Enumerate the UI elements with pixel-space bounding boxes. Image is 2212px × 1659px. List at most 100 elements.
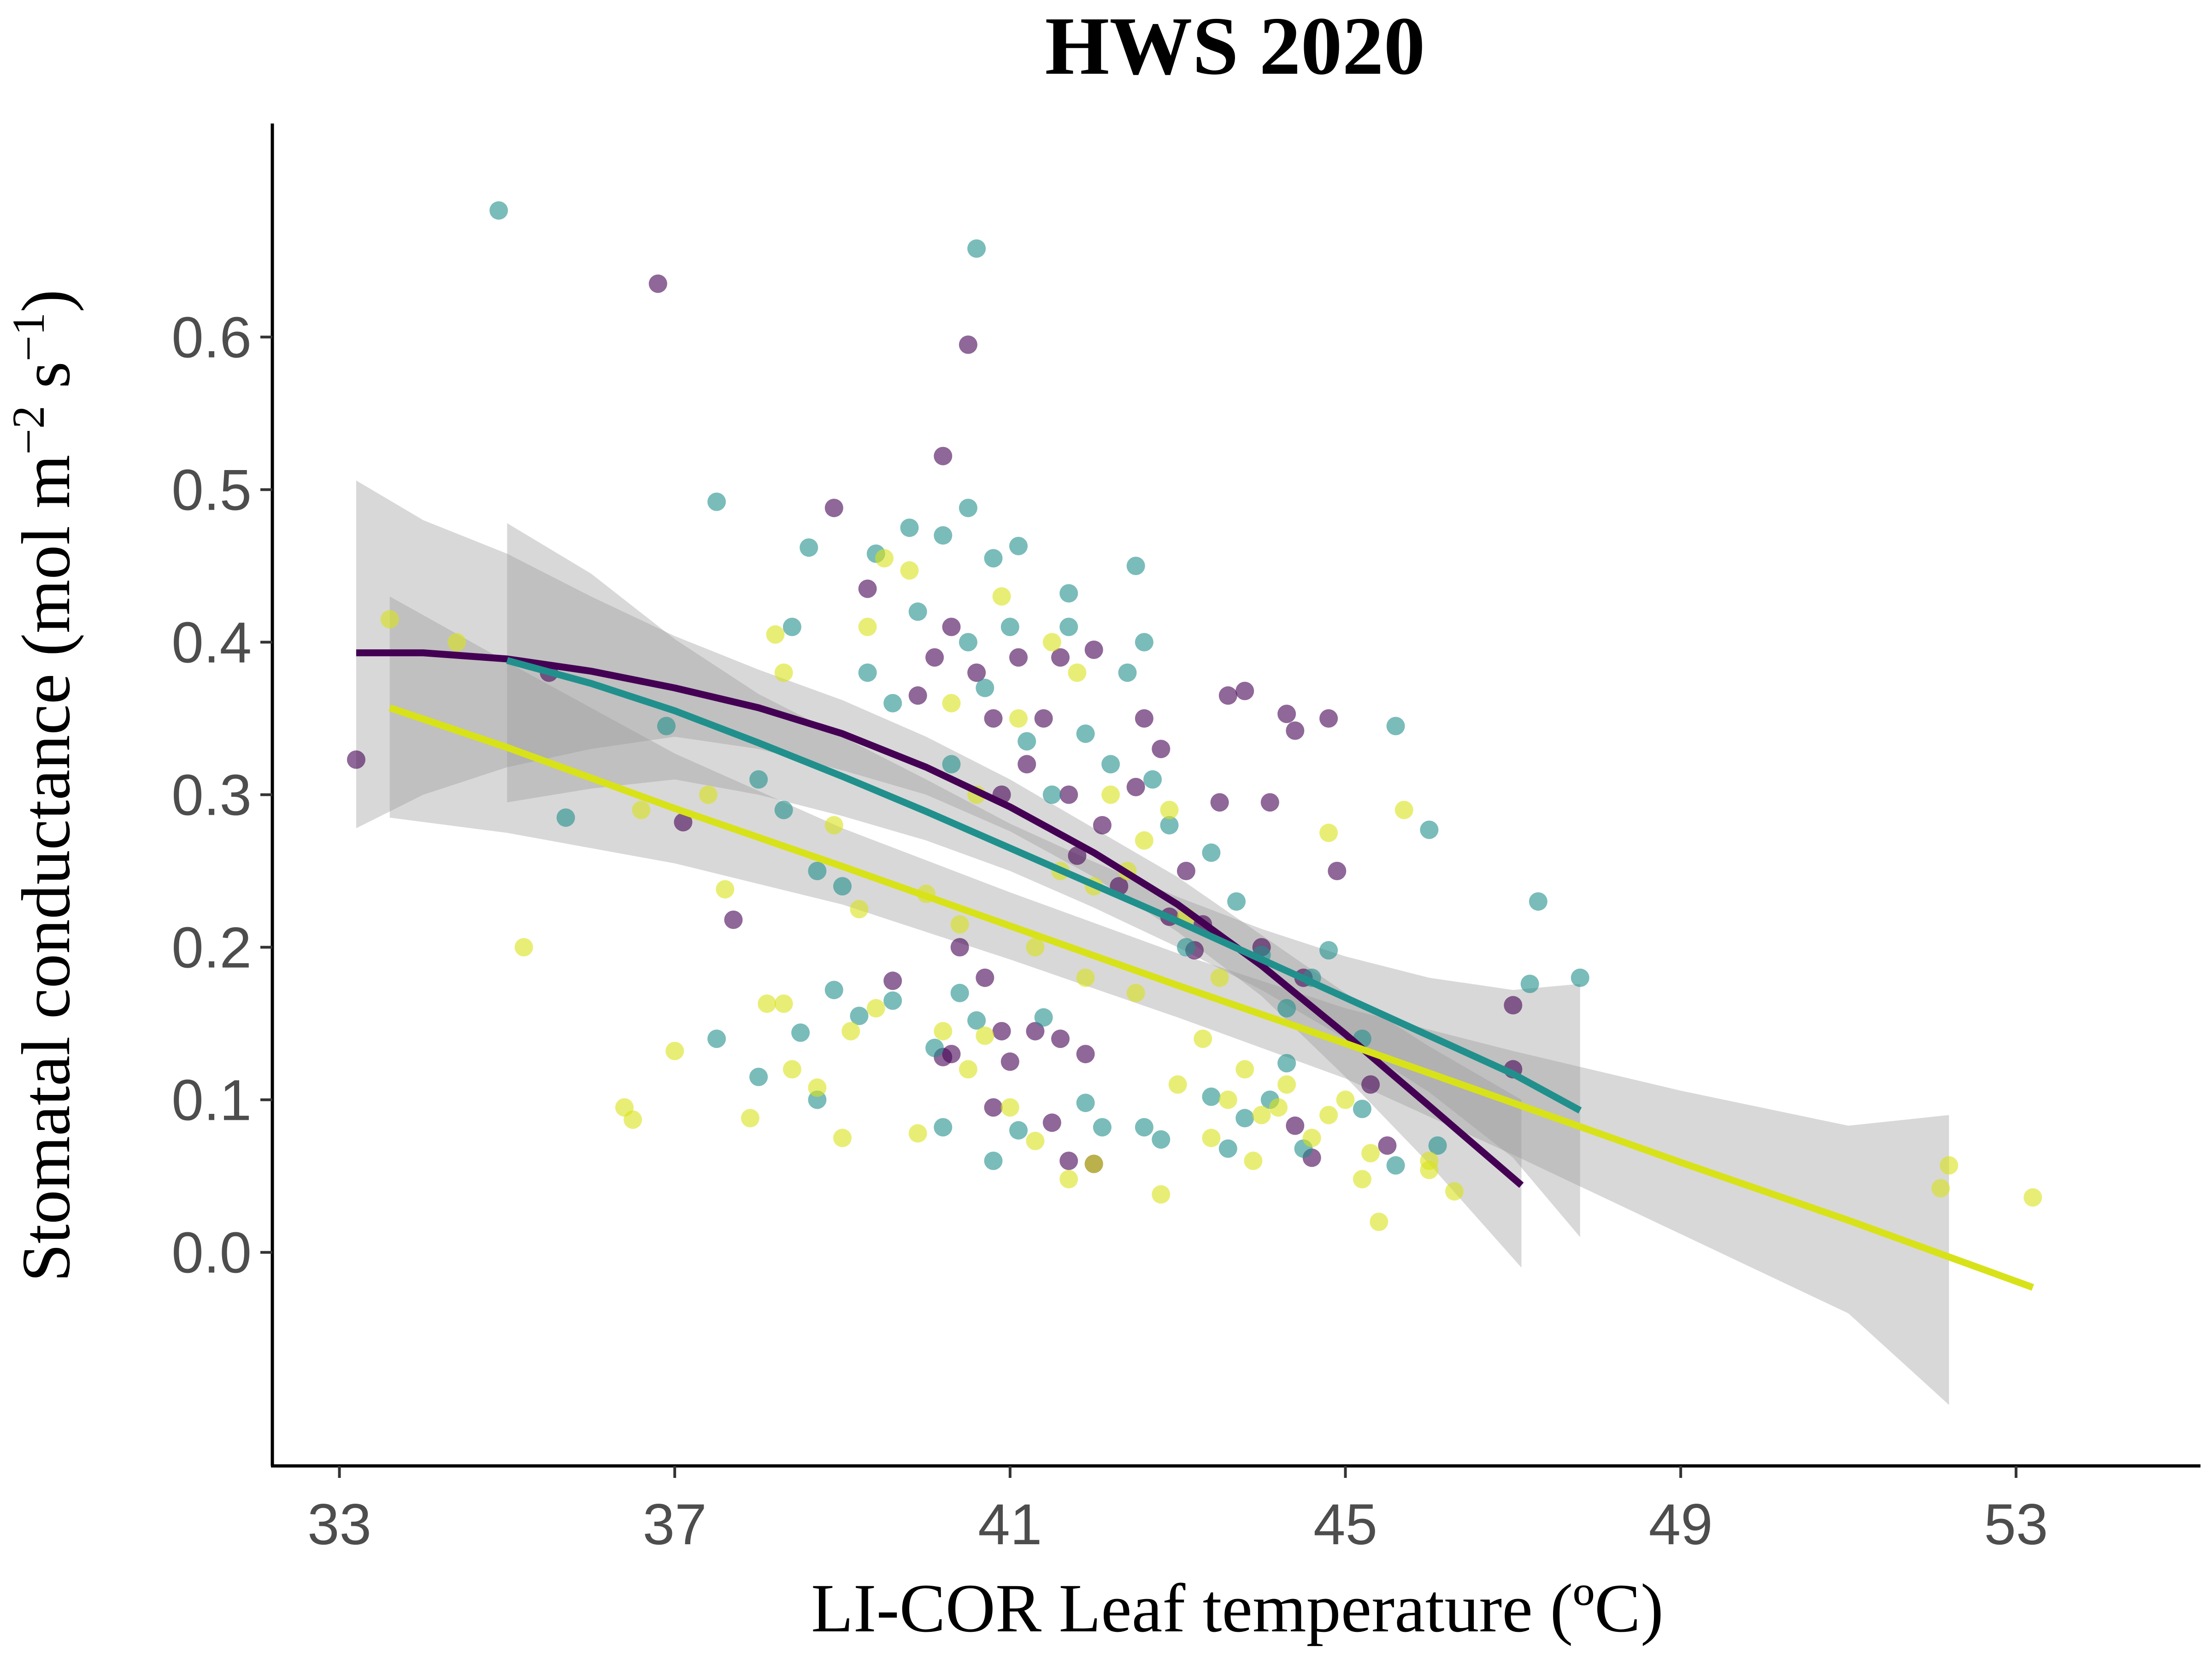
data-point <box>1319 824 1338 842</box>
data-point <box>984 709 1003 728</box>
data-point <box>1378 1136 1397 1155</box>
y-tick-label: 0.5 <box>171 458 252 522</box>
x-tick-label: 45 <box>1313 1493 1377 1557</box>
data-point <box>908 602 927 621</box>
data-point <box>1059 785 1078 804</box>
data-point <box>1445 1182 1464 1201</box>
data-point <box>967 663 986 682</box>
data-point <box>716 880 735 899</box>
data-point <box>925 648 944 667</box>
data-point <box>1386 1156 1405 1175</box>
data-point <box>1101 755 1120 774</box>
data-point <box>1177 938 1195 957</box>
data-point <box>1319 941 1338 960</box>
data-point <box>556 808 575 827</box>
y-axis-label-main: Stomatal conductance (mol m <box>8 455 84 1282</box>
fit-line-2 <box>506 657 1582 1114</box>
data-point <box>1202 1129 1221 1147</box>
chart-title: HWS 2020 <box>1045 0 1425 92</box>
data-point <box>1931 1179 1950 1198</box>
data-point <box>1504 996 1523 1015</box>
data-point <box>749 770 768 789</box>
data-point <box>489 201 508 220</box>
data-point <box>707 1030 726 1048</box>
data-point <box>875 549 894 568</box>
data-point <box>959 633 977 652</box>
x-tick-label: 53 <box>1984 1493 2048 1557</box>
data-point <box>808 1078 827 1097</box>
data-point <box>959 499 977 518</box>
y-tick-label: 0.0 <box>171 1221 252 1285</box>
x-axis-ticks: 33 37 41 45 49 53 <box>307 1466 2048 1557</box>
data-point <box>648 274 667 293</box>
confidence-band-3 <box>389 596 1949 1405</box>
data-point <box>1286 721 1305 740</box>
fit-lines <box>356 649 2034 1291</box>
data-point <box>959 335 977 354</box>
data-point <box>934 1022 953 1041</box>
data-point <box>1026 938 1045 957</box>
data-point <box>883 694 902 712</box>
data-point <box>900 518 919 537</box>
data-point <box>1084 1154 1103 1173</box>
y-axis-label-exp1: −2 <box>3 406 54 454</box>
data-point <box>657 717 676 735</box>
data-point <box>1135 633 1153 652</box>
data-point <box>1353 1170 1371 1188</box>
data-point <box>1059 618 1078 636</box>
data-point <box>1018 732 1036 751</box>
data-point <box>1034 1008 1053 1027</box>
data-point <box>674 813 693 832</box>
data-point <box>766 625 785 644</box>
data-point <box>942 618 961 636</box>
data-point <box>1227 892 1246 911</box>
data-point <box>1135 709 1153 728</box>
confidence-band-2 <box>507 523 1580 1237</box>
data-point <box>942 755 961 774</box>
data-point <box>850 900 869 918</box>
data-point <box>1361 1144 1380 1163</box>
data-point <box>1143 770 1162 789</box>
data-point <box>724 910 743 929</box>
data-point <box>774 663 793 682</box>
data-point <box>624 1110 642 1129</box>
data-point <box>1152 740 1171 759</box>
x-tick-label: 33 <box>307 1493 371 1557</box>
data-point <box>1000 618 1019 636</box>
data-point <box>850 1006 869 1025</box>
data-point <box>1218 1139 1237 1158</box>
data-point <box>707 492 726 511</box>
data-point <box>1059 1170 1078 1188</box>
y-tick-label: 0.6 <box>171 306 252 370</box>
data-point <box>976 1026 994 1045</box>
data-point <box>1059 584 1078 603</box>
data-point <box>1286 1116 1305 1135</box>
data-point <box>841 1022 860 1041</box>
data-point <box>1068 663 1087 682</box>
data-point <box>808 862 827 880</box>
data-point <box>1135 1118 1153 1137</box>
y-tick-label: 0.4 <box>171 611 252 675</box>
fit-line-1 <box>356 649 1524 1188</box>
data-point <box>774 800 793 819</box>
data-point <box>1042 785 1061 804</box>
data-point <box>347 750 365 769</box>
data-point <box>1051 648 1070 667</box>
data-point <box>1520 975 1539 993</box>
data-point <box>1177 862 1195 880</box>
data-point <box>1394 800 1413 819</box>
data-point <box>1277 1075 1296 1094</box>
data-point <box>824 816 843 835</box>
data-point <box>908 686 927 705</box>
data-point <box>866 999 885 1018</box>
data-point <box>1000 1052 1019 1071</box>
data-point <box>1336 1090 1355 1109</box>
data-point <box>908 1124 927 1143</box>
data-point <box>942 694 961 712</box>
data-point <box>1152 1130 1171 1149</box>
data-point <box>1420 820 1439 839</box>
y-axis-label-close: ) <box>8 289 84 312</box>
y-tick-label: 0.3 <box>171 764 252 828</box>
data-point <box>741 1109 759 1128</box>
data-point <box>950 915 969 934</box>
